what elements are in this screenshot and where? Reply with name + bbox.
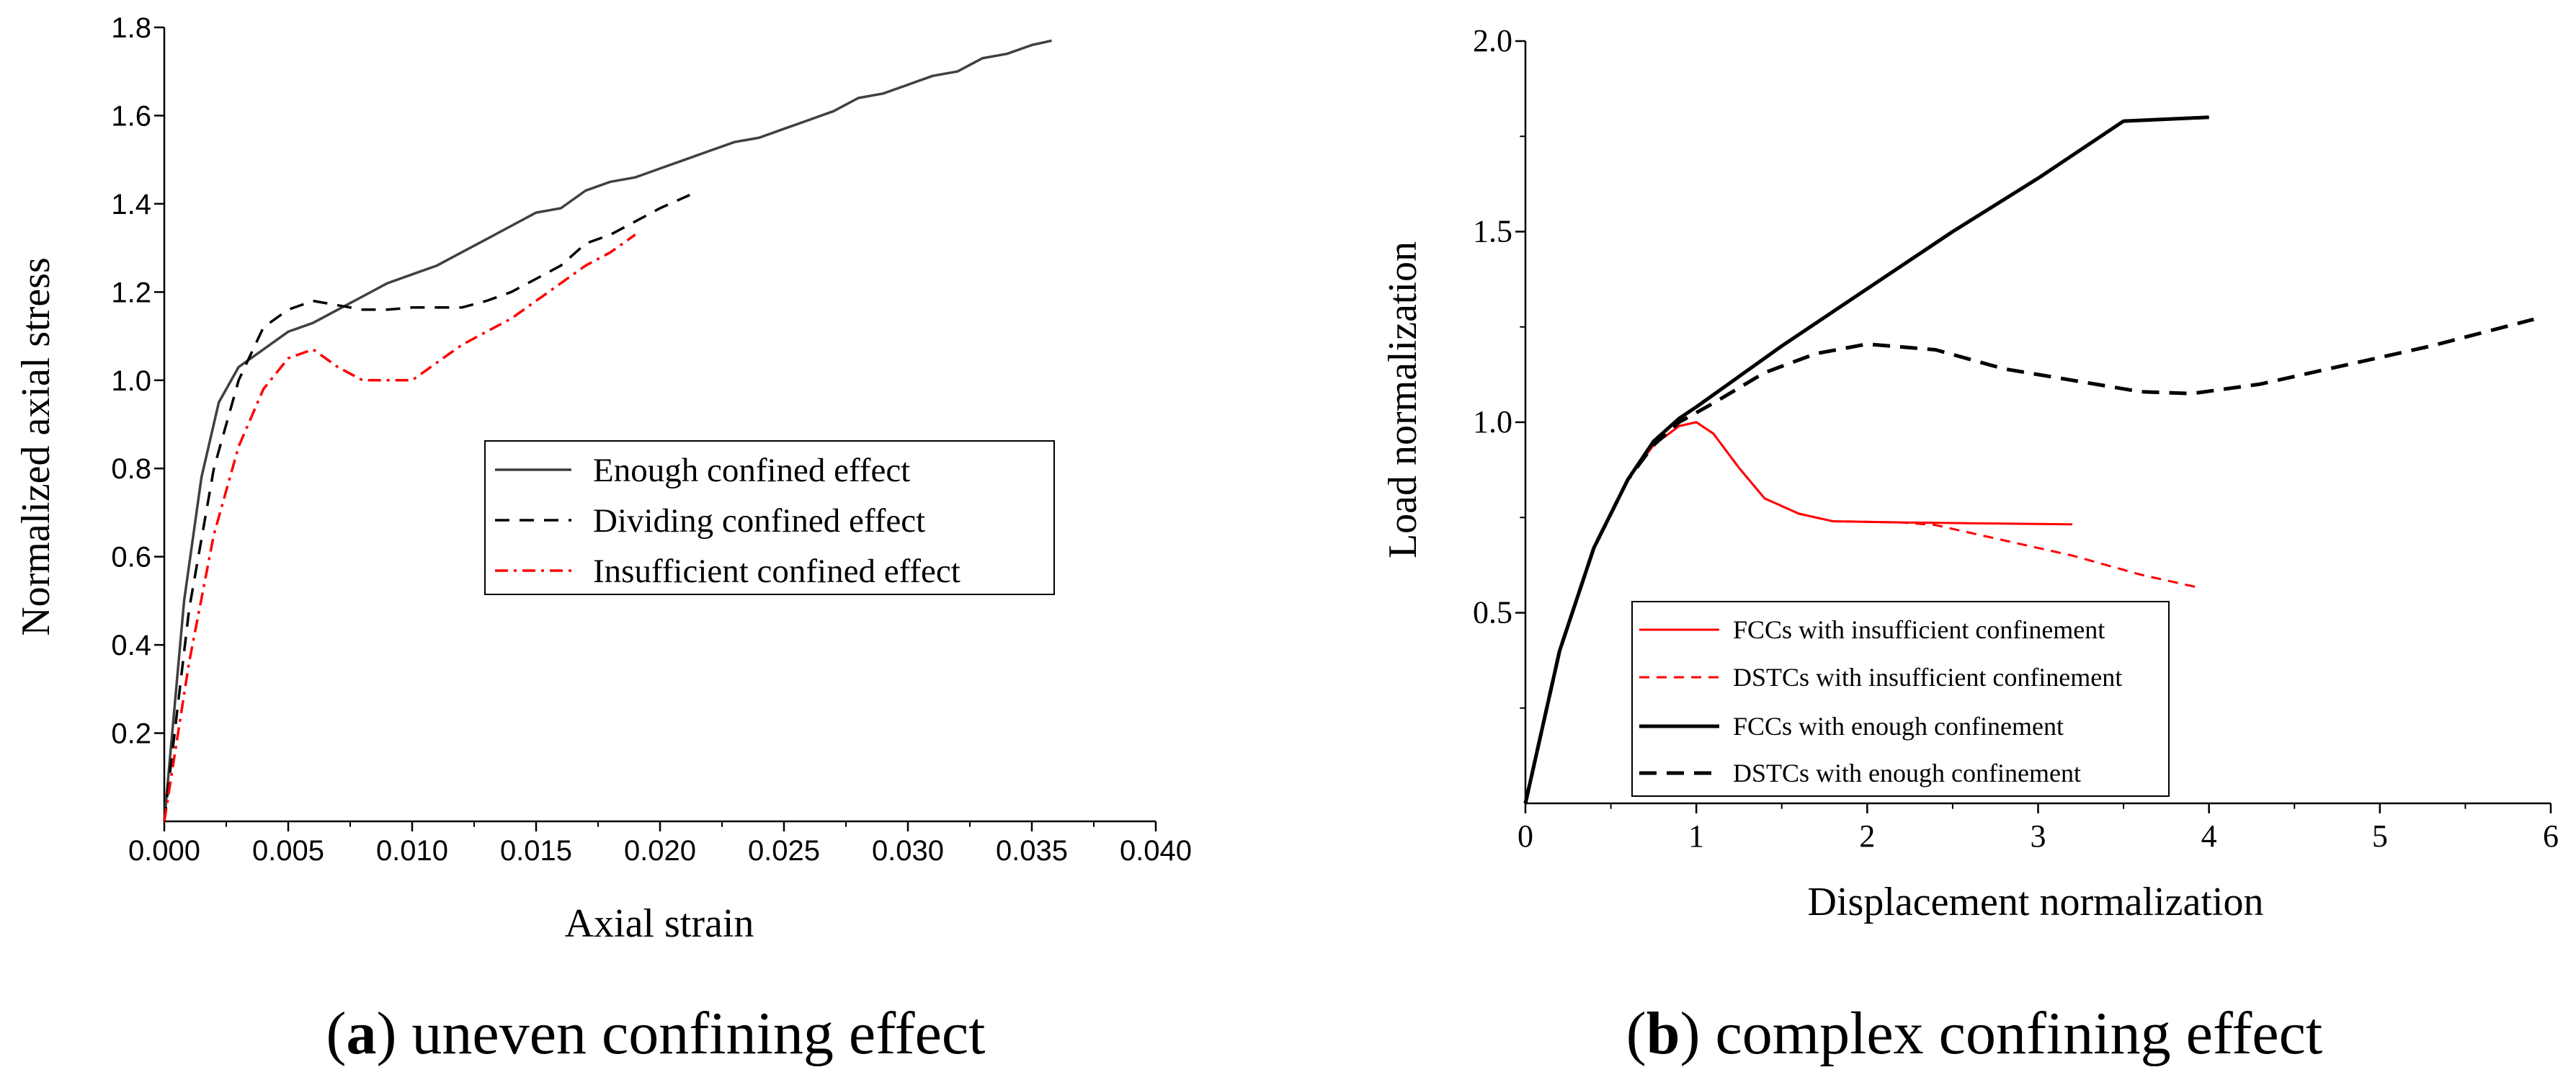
panel-b-y-tick-label: 2.0	[1473, 23, 1512, 58]
panel-b-legend-label-dstc-enough: DSTCs with enough confinement	[1733, 759, 2081, 787]
panel-b-y-tick-labels: 0.5 1.0 1.5 2.0	[1473, 23, 1512, 630]
panel-b-x-tick-label: 5	[2372, 818, 2388, 854]
panel-b-x-tick-label: 6	[2543, 818, 2559, 854]
panel-b-legend-label-fcc-insufficient: FCCs with insufficient confinement	[1733, 615, 2105, 644]
panel-a-axes	[154, 26, 1157, 831]
panel-a-legend-label-enough: Enough confined effect	[593, 452, 910, 489]
panel-a-y-tick-label: 1.8	[111, 12, 151, 44]
panel-b-legend-label-dstc-insufficient: DSTCs with insufficient confinement	[1733, 663, 2122, 692]
panel-b-x-tick-label: 3	[2031, 818, 2046, 854]
panel-b-x-tick-label: 2	[1859, 818, 1875, 854]
panel-a-x-tick-label: 0.000	[128, 835, 200, 867]
panel-b-series	[1523, 115, 2534, 804]
panel-a-x-axis-label: Axial strain	[565, 901, 754, 946]
panel-a-y-tick-label: 1.2	[111, 277, 151, 308]
panel-a-y-tick-label: 0.8	[111, 453, 151, 485]
panel-b-caption-text: ) complex confining effect	[1680, 1000, 2322, 1067]
panel-a-legend-label-insufficient: Insufficient confined effect	[593, 553, 961, 590]
panel-a-x-tick-label: 0.030	[872, 835, 944, 867]
panel-a-y-tick-label: 0.4	[111, 630, 151, 661]
panel-a-y-tick-labels: 0.2 0.4 0.6 0.8 1.0 1.2 1.4 1.6 1.8	[111, 12, 151, 750]
panel-a-series-line-insufficient-confined-effect	[163, 233, 636, 822]
panel-a-x-tick-label: 0.010	[376, 835, 448, 867]
panel-b-x-tick-labels: 0 1 2 3 4 5 6	[1517, 818, 2559, 854]
panel-a-x-tick-labels: 0.000 0.005 0.010 0.015 0.020 0.025 0.030 0.035…	[128, 835, 1192, 867]
panel-b-x-tick-label: 1	[1688, 818, 1704, 854]
panel-a-x-tick-label: 0.015	[500, 835, 572, 867]
panel-a-y-tick-label: 1.0	[111, 365, 151, 397]
panel-b-axes	[1515, 40, 2552, 813]
panel-a-x-tick-label: 0.020	[624, 835, 696, 867]
panel-b-legend: FCCs with insufficient confinement DSTCs…	[1631, 601, 2170, 797]
panel-b-series-line-fccs-with-enough-confinement	[1523, 115, 2209, 804]
panel-a-caption-letter: a	[346, 1000, 376, 1067]
panel-a-x-tick-label: 0.040	[1120, 835, 1192, 867]
panel-b-y-axis-label: Load normalization	[1381, 241, 1425, 558]
panel-b-legend-box	[1631, 601, 2170, 797]
panel-b-series-line-dstcs-with-enough-confinement	[1523, 317, 2534, 804]
panel-b-chart: 0 1 2 3 4 5 6 0.5 1.0 1.5 2.0 Displacement normal…	[1381, 23, 2559, 1067]
panel-a-x-tick-label: 0.035	[996, 835, 1068, 867]
panel-b-caption: (b) complex confining effect	[1626, 1000, 2322, 1067]
panel-a-x-tick-label: 0.025	[748, 835, 820, 867]
panel-a-y-tick-label: 1.6	[111, 100, 151, 132]
panel-a-y-tick-label: 0.2	[111, 718, 151, 750]
panel-a-x-tick-label: 0.005	[252, 835, 324, 867]
panel-a-caption-text: ) uneven confining effect	[376, 1000, 985, 1067]
panel-a-caption: (a) uneven confining effect	[326, 1000, 985, 1067]
panel-a-series	[163, 39, 1052, 822]
panel-a-legend: Enough confined effect Dividing confined…	[484, 440, 1055, 595]
panel-b-legend-label-fcc-enough: FCCs with enough confinement	[1733, 712, 2064, 741]
panel-b-y-tick-label: 1.5	[1473, 214, 1512, 249]
panel-b-y-tick-label: 1.0	[1473, 404, 1512, 439]
panel-b-y-tick-label: 0.5	[1473, 595, 1512, 630]
panel-a-series-line-dividing-confined-effect	[163, 194, 691, 822]
panel-b-x-axis-label: Displacement normalization	[1808, 880, 2264, 924]
panel-a-y-tick-label: 1.4	[111, 189, 151, 220]
panel-a-legend-box	[484, 440, 1055, 595]
panel-b-x-tick-label: 0	[1517, 818, 1533, 854]
panel-b-caption-letter: b	[1646, 1000, 1680, 1067]
panel-a-legend-label-dividing: Dividing confined effect	[593, 502, 925, 540]
panel-a-chart: 0.000 0.005 0.010 0.015 0.020 0.025 0.030 0.035…	[14, 12, 1192, 1067]
panel-a-series-line-enough-confined-effect	[163, 39, 1052, 822]
panel-a-y-tick-label: 0.6	[111, 542, 151, 574]
panel-a-y-axis-label: Normalized axial stress	[14, 257, 58, 636]
panel-b-x-tick-label: 4	[2201, 818, 2217, 854]
